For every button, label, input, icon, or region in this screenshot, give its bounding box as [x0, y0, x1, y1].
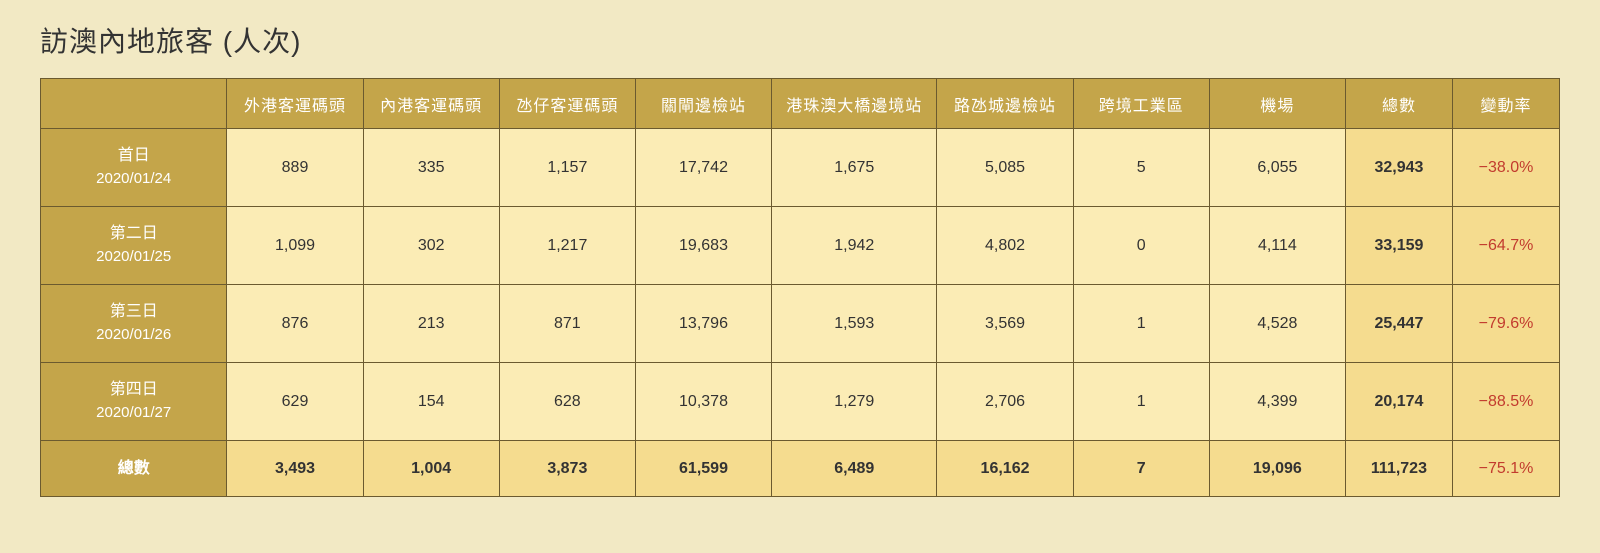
row-header: 第三日 2020/01/26: [41, 285, 227, 363]
cell: 1: [1073, 363, 1209, 441]
row-header: 第四日 2020/01/27: [41, 363, 227, 441]
row-change: −64.7%: [1452, 207, 1559, 285]
day-label: 第二日: [45, 222, 222, 246]
cell: 1,157: [499, 129, 635, 207]
table-header-row: 外港客運碼頭 內港客運碼頭 氹仔客運碼頭 關閘邊檢站 港珠澳大橋邊境站 路氹城邊…: [41, 79, 1560, 129]
row-change: −88.5%: [1452, 363, 1559, 441]
col-header-airport: 機場: [1209, 79, 1345, 129]
cell: 302: [363, 207, 499, 285]
table-totals-row: 總數 3,493 1,004 3,873 61,599 6,489 16,162…: [41, 441, 1560, 497]
cell: 628: [499, 363, 635, 441]
day-label: 第三日: [45, 300, 222, 324]
totals-cell: 16,162: [937, 441, 1073, 497]
col-header-total: 總數: [1345, 79, 1452, 129]
cell: 1,279: [772, 363, 937, 441]
row-header: 第二日 2020/01/25: [41, 207, 227, 285]
day-date: 2020/01/26: [45, 324, 222, 347]
cell: 1,593: [772, 285, 937, 363]
col-header-border: 關閘邊檢站: [635, 79, 771, 129]
cell: 0: [1073, 207, 1209, 285]
cell: 5,085: [937, 129, 1073, 207]
totals-cell: 19,096: [1209, 441, 1345, 497]
cell: 4,399: [1209, 363, 1345, 441]
cell: 17,742: [635, 129, 771, 207]
totals-cell: 3,873: [499, 441, 635, 497]
cell: 1,675: [772, 129, 937, 207]
day-label: 第四日: [45, 378, 222, 402]
visitors-table: 外港客運碼頭 內港客運碼頭 氹仔客運碼頭 關閘邊檢站 港珠澳大橋邊境站 路氹城邊…: [40, 78, 1560, 497]
totals-cell: 6,489: [772, 441, 937, 497]
col-header-inner: 內港客運碼頭: [363, 79, 499, 129]
cell: 335: [363, 129, 499, 207]
cell: 3,569: [937, 285, 1073, 363]
cell: 5: [1073, 129, 1209, 207]
cell: 4,528: [1209, 285, 1345, 363]
row-total: 32,943: [1345, 129, 1452, 207]
col-header-taipa: 氹仔客運碼頭: [499, 79, 635, 129]
cell: 871: [499, 285, 635, 363]
table-row: 第二日 2020/01/25 1,099 302 1,217 19,683 1,…: [41, 207, 1560, 285]
col-header-cotai: 路氹城邊檢站: [937, 79, 1073, 129]
cell: 2,706: [937, 363, 1073, 441]
cell: 1,942: [772, 207, 937, 285]
cell: 6,055: [1209, 129, 1345, 207]
cell: 4,114: [1209, 207, 1345, 285]
row-total: 25,447: [1345, 285, 1452, 363]
totals-label: 總數: [41, 441, 227, 497]
totals-cell: 61,599: [635, 441, 771, 497]
day-date: 2020/01/25: [45, 246, 222, 269]
row-total: 20,174: [1345, 363, 1452, 441]
row-header: 首日 2020/01/24: [41, 129, 227, 207]
cell: 154: [363, 363, 499, 441]
day-date: 2020/01/24: [45, 168, 222, 191]
table-row: 首日 2020/01/24 889 335 1,157 17,742 1,675…: [41, 129, 1560, 207]
cell: 1: [1073, 285, 1209, 363]
grand-total: 111,723: [1345, 441, 1452, 497]
cell: 876: [227, 285, 363, 363]
cell: 4,802: [937, 207, 1073, 285]
cell: 19,683: [635, 207, 771, 285]
cell: 1,099: [227, 207, 363, 285]
cell: 629: [227, 363, 363, 441]
table-row: 第三日 2020/01/26 876 213 871 13,796 1,593 …: [41, 285, 1560, 363]
col-header-bridge: 港珠澳大橋邊境站: [772, 79, 937, 129]
day-label: 首日: [45, 144, 222, 168]
totals-cell: 7: [1073, 441, 1209, 497]
table-row: 第四日 2020/01/27 629 154 628 10,378 1,279 …: [41, 363, 1560, 441]
col-header-outer: 外港客運碼頭: [227, 79, 363, 129]
col-header-industrial: 跨境工業區: [1073, 79, 1209, 129]
page-title: 訪澳內地旅客 (人次): [40, 20, 1560, 60]
col-header-blank: [41, 79, 227, 129]
day-date: 2020/01/27: [45, 402, 222, 425]
row-change: −79.6%: [1452, 285, 1559, 363]
cell: 889: [227, 129, 363, 207]
grand-change: −75.1%: [1452, 441, 1559, 497]
totals-cell: 1,004: [363, 441, 499, 497]
cell: 13,796: [635, 285, 771, 363]
row-change: −38.0%: [1452, 129, 1559, 207]
row-total: 33,159: [1345, 207, 1452, 285]
cell: 213: [363, 285, 499, 363]
cell: 1,217: [499, 207, 635, 285]
totals-cell: 3,493: [227, 441, 363, 497]
cell: 10,378: [635, 363, 771, 441]
col-header-change: 變動率: [1452, 79, 1559, 129]
